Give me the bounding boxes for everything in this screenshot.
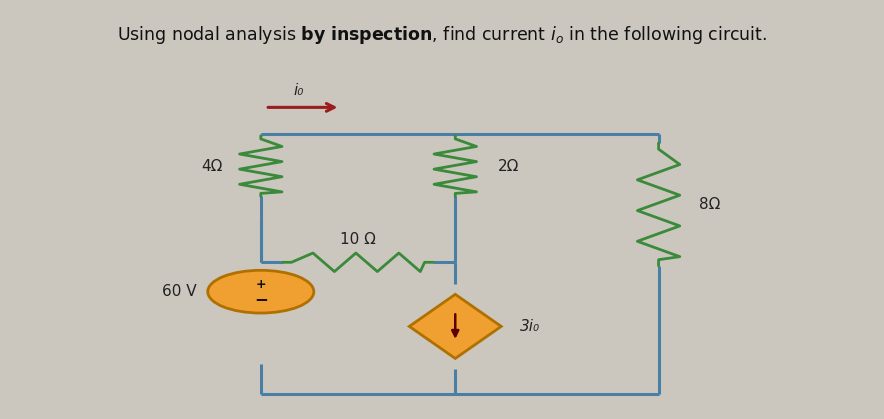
Text: −: − [254,290,268,308]
Polygon shape [409,294,501,358]
Text: 3i₀: 3i₀ [521,319,540,334]
Text: +: + [255,278,266,291]
Text: i₀: i₀ [293,83,304,98]
Text: 8Ω: 8Ω [699,197,720,212]
Text: 10 Ω: 10 Ω [340,232,376,247]
Text: 2Ω: 2Ω [498,159,519,173]
Text: 4Ω: 4Ω [202,159,223,173]
Text: 60 V: 60 V [162,284,197,299]
Circle shape [208,270,314,313]
Text: Using nodal analysis $\mathbf{by\ inspection}$, find current $i_o$ in the follow: Using nodal analysis $\mathbf{by\ inspec… [117,23,767,46]
